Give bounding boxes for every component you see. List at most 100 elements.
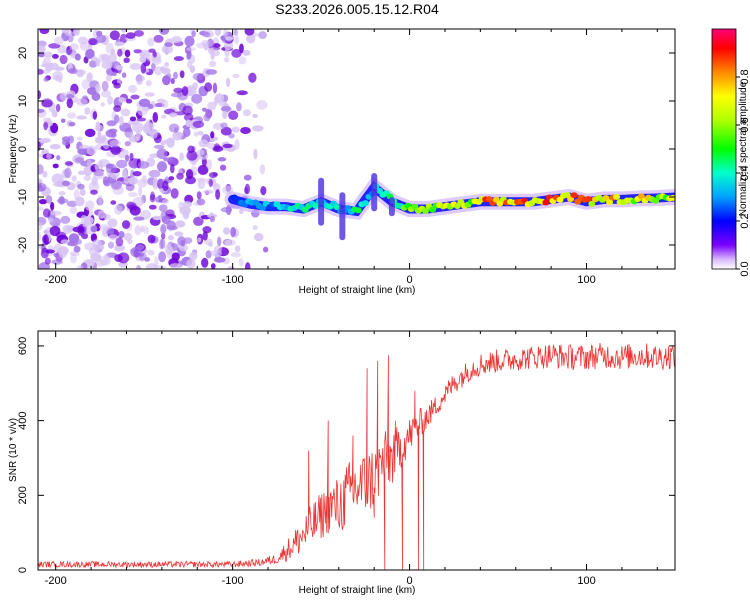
noise-blob xyxy=(240,127,251,135)
signal-amplitude-cell xyxy=(613,193,621,200)
noise-blob xyxy=(91,239,102,250)
noise-blob xyxy=(197,164,209,175)
noise-blob xyxy=(64,161,74,166)
noise-blob xyxy=(161,198,169,205)
noise-blob xyxy=(198,139,209,148)
noise-blob xyxy=(171,252,180,262)
noise-blob xyxy=(238,258,244,267)
noise-blob xyxy=(64,167,72,179)
colorbar-ticks: 0.0 0.2 0.4 0.6 0.8 xyxy=(736,69,750,277)
noise-blob xyxy=(43,121,49,131)
snr-ytick-label: 200 xyxy=(17,486,29,504)
noise-blob xyxy=(166,137,175,148)
noise-blob xyxy=(215,93,225,104)
noise-blob xyxy=(164,62,170,67)
noise-blob xyxy=(148,48,156,53)
snr-line xyxy=(38,342,675,570)
noise-blob xyxy=(165,209,175,218)
noise-blob xyxy=(125,154,130,162)
noise-blob xyxy=(166,220,176,231)
noise-blob xyxy=(53,252,59,258)
noise-blob xyxy=(192,82,199,90)
noise-blob xyxy=(98,210,105,219)
signal-amplitude-cell xyxy=(588,200,596,207)
noise-blob xyxy=(147,234,156,244)
noise-blob xyxy=(129,205,141,216)
noise-blob xyxy=(38,108,45,113)
noise-blob xyxy=(69,43,79,51)
noise-blob xyxy=(230,227,237,238)
noise-blob xyxy=(129,63,142,70)
snr-panel: -200 -100 0 100 0 200 400 600 Height of straigh… xyxy=(8,330,676,596)
noise-blob xyxy=(42,170,48,178)
noise-blob xyxy=(196,177,207,182)
noise-blob xyxy=(154,66,163,76)
noise-blob xyxy=(90,252,102,262)
noise-blob xyxy=(108,128,118,134)
noise-blob xyxy=(38,178,43,184)
noise-blob xyxy=(201,257,209,268)
noise-blob xyxy=(222,143,233,149)
noise-blob xyxy=(55,103,61,112)
signal-amplitude-cell xyxy=(669,194,675,201)
noise-blob xyxy=(103,213,111,220)
noise-blob xyxy=(66,98,74,109)
colorbar-tick-label: 0.4 xyxy=(739,165,750,180)
noise-blob xyxy=(173,87,184,94)
spectrogram-ytick-label: 0 xyxy=(17,146,29,152)
noise-blob xyxy=(124,140,132,147)
noise-blob xyxy=(206,38,214,49)
noise-blob xyxy=(139,51,146,57)
noise-blob xyxy=(156,161,168,173)
noise-blob xyxy=(43,77,49,82)
noise-blob xyxy=(85,48,95,60)
noise-blob xyxy=(136,117,147,122)
noise-blob xyxy=(118,231,125,239)
noise-blob xyxy=(203,189,214,195)
spectrogram-xtick-label: 100 xyxy=(577,274,595,286)
noise-blob xyxy=(132,170,142,177)
noise-blob xyxy=(38,68,44,75)
noise-blob xyxy=(242,109,252,117)
noise-blob xyxy=(173,56,184,62)
spectrogram-ytick-label: -20 xyxy=(17,237,29,253)
noise-blob xyxy=(158,204,168,212)
noise-blob xyxy=(62,224,73,234)
signal-amplitude-cell xyxy=(602,195,610,202)
noise-blob xyxy=(214,29,222,37)
noise-blob xyxy=(77,239,82,245)
noise-blob xyxy=(41,99,53,108)
noise-blob xyxy=(208,171,218,179)
noise-blob xyxy=(140,225,145,233)
snr-frame xyxy=(38,331,675,570)
spectrogram-ytick-label: 10 xyxy=(17,95,29,107)
noise-blob xyxy=(136,104,148,116)
noise-blob xyxy=(220,126,232,136)
noise-blob xyxy=(154,265,166,269)
signal-amplitude-cell xyxy=(584,195,592,202)
noise-blob xyxy=(197,237,202,243)
noise-blob xyxy=(225,36,234,41)
noise-blob xyxy=(42,208,51,218)
noise-blob xyxy=(99,255,112,266)
noise-blob xyxy=(165,72,172,83)
noise-blob xyxy=(109,139,121,147)
noise-blob xyxy=(45,195,53,204)
noise-blob xyxy=(119,116,124,126)
noise-blob xyxy=(244,183,251,195)
noise-blob xyxy=(95,136,107,141)
noise-blob xyxy=(94,163,100,171)
noise-blob xyxy=(107,241,115,249)
spectrogram-ytick-label: 20 xyxy=(17,47,29,59)
noise-blob xyxy=(185,119,192,128)
noise-blob xyxy=(91,56,98,62)
noise-blob xyxy=(133,216,145,221)
snr-xtick-label: -100 xyxy=(222,575,244,587)
noise-blob xyxy=(130,132,135,142)
noise-blob xyxy=(196,42,207,49)
noise-blob xyxy=(86,159,92,168)
noise-blob xyxy=(138,186,143,197)
noise-blob xyxy=(102,176,110,186)
signal-amplitude-cell xyxy=(354,207,362,214)
